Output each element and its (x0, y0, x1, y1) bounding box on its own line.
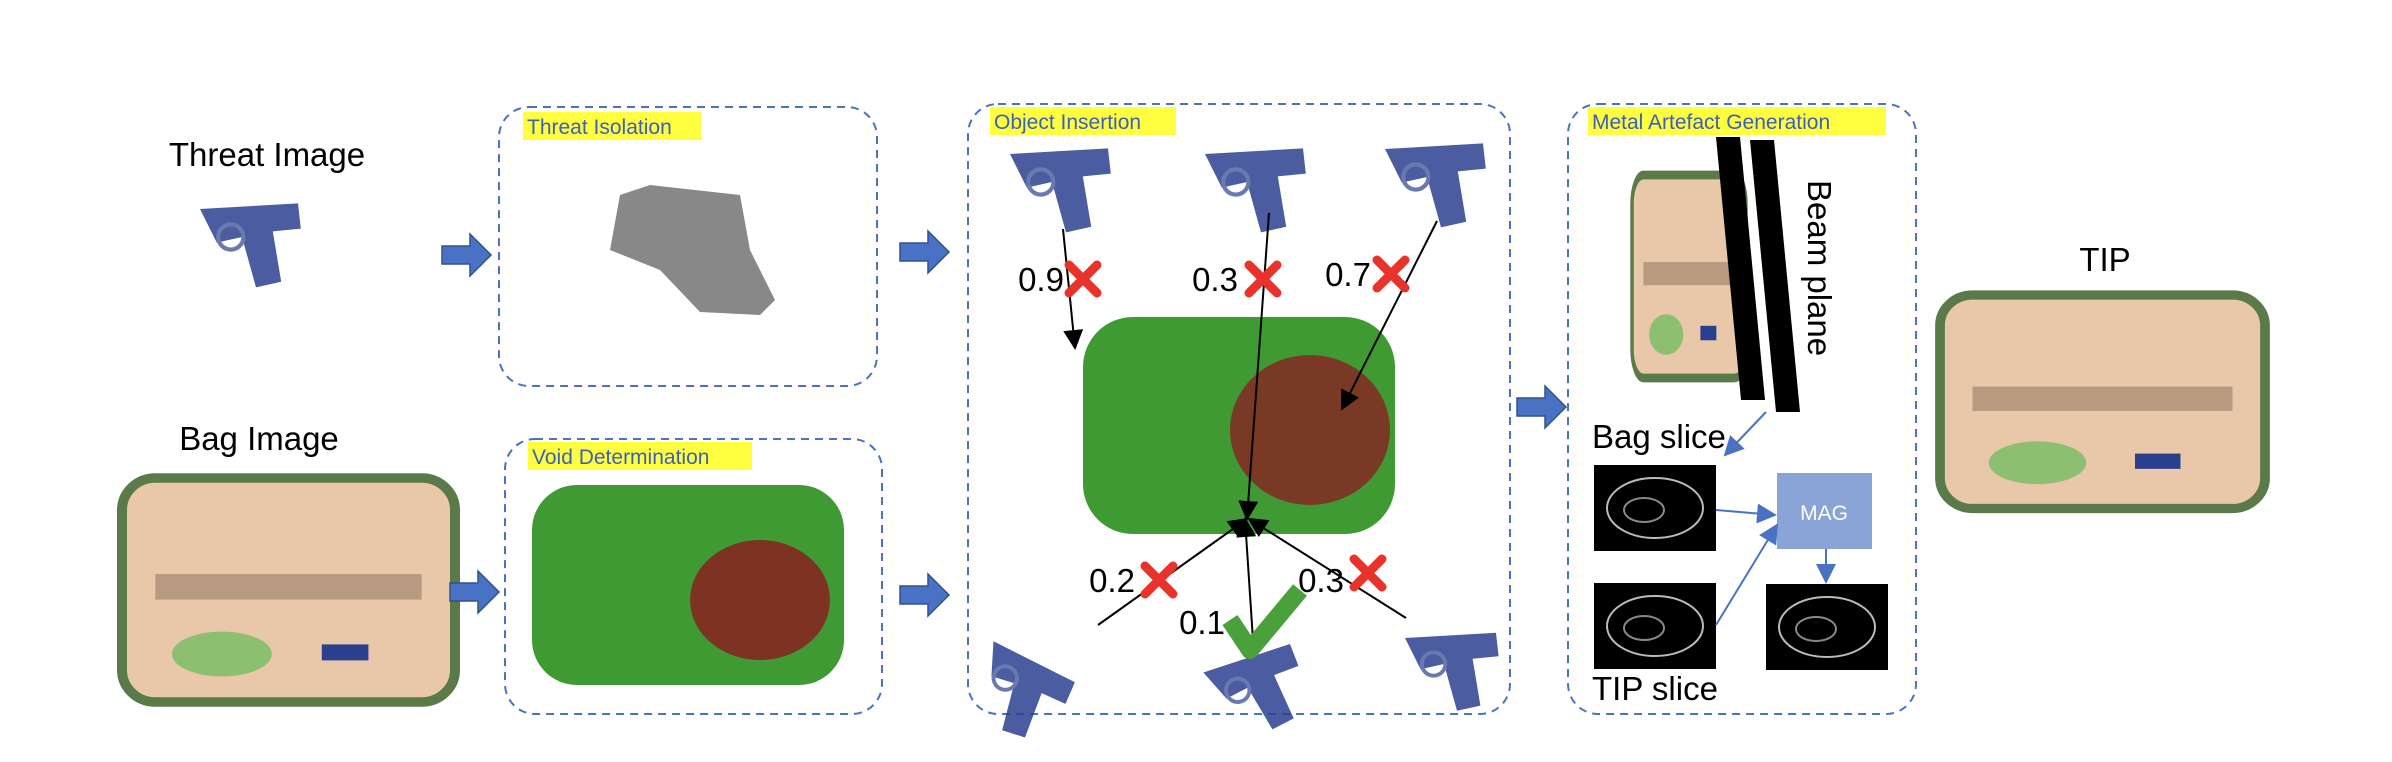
reject-mark (1145, 566, 1173, 594)
mag-box (1777, 473, 1872, 549)
flow-arrow (441, 232, 493, 278)
panel-title: Object Insertion (994, 111, 1141, 134)
panel-title: Metal Artefact Generation (1592, 111, 1830, 134)
flow-arrow (899, 572, 951, 618)
candidate (1010, 148, 1111, 232)
panel (498, 106, 878, 387)
label: TIP (2079, 241, 2130, 278)
title-highlight (523, 112, 701, 140)
panel-title: Threat Isolation (527, 116, 672, 139)
arrow (1715, 523, 1779, 626)
arrow (1238, 212, 1270, 521)
arrow (1715, 503, 1777, 524)
beam-plane (1716, 137, 1800, 412)
mag-label: MAG (1800, 502, 1848, 525)
arrow (1723, 411, 1767, 457)
panel (967, 103, 1511, 715)
panel-title: Void Determination (532, 446, 709, 469)
label: Bag slice (1592, 418, 1726, 455)
arrow (1341, 220, 1438, 411)
bag-slice (1593, 464, 1717, 552)
score: 0.9 (1018, 261, 1064, 298)
tip-image (1940, 295, 2265, 509)
score: 0.3 (1298, 562, 1344, 599)
title-highlight (1588, 107, 1886, 135)
flow-arrow (449, 569, 501, 615)
reject-mark (1354, 559, 1382, 587)
label: Beam plane (1801, 180, 1838, 356)
candidate (1385, 143, 1486, 227)
score: 0.2 (1089, 562, 1135, 599)
reject-mark (1377, 260, 1405, 288)
arrow (1236, 517, 1257, 641)
reject-mark (1069, 265, 1097, 293)
bag-image (122, 478, 455, 702)
score: 0.7 (1325, 256, 1371, 293)
label: Threat Image (169, 136, 365, 173)
tip-slice (1593, 582, 1717, 670)
title-highlight (528, 442, 752, 470)
score: 0.3 (1192, 261, 1238, 298)
panel (1567, 103, 1917, 715)
flow-arrow (899, 229, 951, 275)
flow-arrow (1516, 384, 1568, 430)
candidate (1403, 630, 1501, 713)
void-volume (690, 540, 830, 660)
candidate (1205, 148, 1306, 232)
accept-mark (1222, 584, 1307, 659)
label: Bag Image (179, 420, 339, 457)
title-highlight (990, 107, 1176, 135)
panel (504, 438, 883, 715)
threat-mask (610, 185, 775, 315)
threat-image (200, 203, 301, 287)
score: 0.1 (1179, 604, 1225, 641)
output-slice (1765, 583, 1889, 671)
candidate (1200, 641, 1315, 745)
arrow (1247, 517, 1407, 619)
label: TIP slice (1592, 670, 1718, 707)
candidate (955, 634, 1080, 754)
